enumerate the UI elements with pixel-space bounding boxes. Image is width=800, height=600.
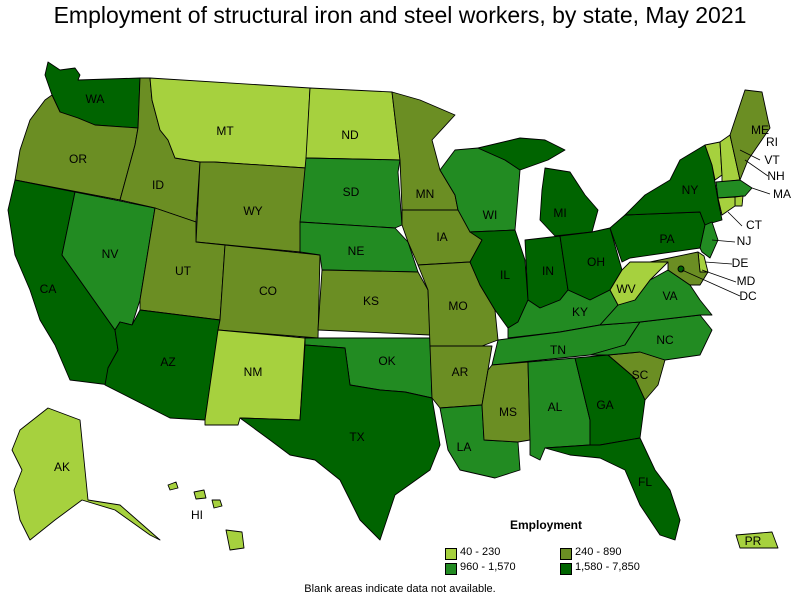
state-tx[interactable] bbox=[239, 344, 441, 541]
label-leader-lines bbox=[681, 149, 771, 297]
state-label-ma: MA bbox=[773, 187, 791, 201]
state-label-hi: HI bbox=[191, 508, 203, 522]
state-vt[interactable] bbox=[704, 141, 723, 181]
state-ri[interactable] bbox=[734, 195, 744, 207]
state-label-ga: GA bbox=[596, 398, 613, 412]
legend-swatch-1 bbox=[445, 548, 457, 560]
state-label-tx: TX bbox=[349, 430, 364, 444]
state-label-ky: KY bbox=[572, 305, 588, 319]
legend-label-4: 1,580 - 7,850 bbox=[575, 561, 640, 573]
state-label-wy: WY bbox=[243, 204, 262, 218]
state-label-nh: NH bbox=[767, 169, 784, 183]
state-nd[interactable] bbox=[305, 87, 401, 161]
state-label-ri: RI bbox=[766, 135, 778, 149]
state-label-nj: NJ bbox=[737, 234, 752, 248]
state-dc[interactable] bbox=[677, 265, 685, 273]
state-ma[interactable] bbox=[715, 179, 753, 199]
legend-title: Employment bbox=[510, 518, 583, 532]
legend-label-2: 240 - 890 bbox=[575, 546, 622, 558]
state-label-ct: CT bbox=[746, 218, 763, 232]
state-label-sc: SC bbox=[632, 368, 649, 382]
state-me[interactable] bbox=[729, 89, 771, 181]
state-label-vt: VT bbox=[764, 153, 780, 167]
legend-label-3: 960 - 1,570 bbox=[460, 561, 516, 573]
state-co[interactable] bbox=[217, 244, 321, 339]
state-ny[interactable] bbox=[624, 144, 723, 226]
state-label-oh: OH bbox=[587, 255, 605, 269]
state-label-ne: NE bbox=[348, 244, 365, 258]
legend-swatch-2 bbox=[560, 548, 572, 560]
state-mt[interactable] bbox=[149, 77, 311, 169]
state-label-wi: WI bbox=[483, 208, 498, 222]
state-label-mo: MO bbox=[448, 299, 467, 313]
state-label-mn: MN bbox=[416, 187, 435, 201]
state-label-nd: ND bbox=[341, 128, 359, 142]
legend-label-1: 40 - 230 bbox=[460, 546, 501, 558]
state-label-ut: UT bbox=[175, 264, 192, 278]
state-label-al: AL bbox=[548, 400, 563, 414]
state-label-in: IN bbox=[542, 264, 554, 278]
state-ct[interactable] bbox=[717, 196, 736, 216]
state-label-va: VA bbox=[662, 289, 677, 303]
state-nj[interactable] bbox=[699, 221, 719, 259]
footnote: Blank areas indicate data not available. bbox=[304, 583, 496, 595]
state-label-co: CO bbox=[259, 284, 277, 298]
state-label-mt: MT bbox=[216, 124, 234, 138]
state-label-mi: MI bbox=[553, 206, 566, 220]
state-pr[interactable] bbox=[735, 531, 779, 549]
state-label-wv: WV bbox=[616, 282, 635, 296]
state-label-nm: NM bbox=[244, 365, 263, 379]
state-label-fl: FL bbox=[638, 475, 652, 489]
state-label-id: ID bbox=[152, 178, 164, 192]
state-label-ak: AK bbox=[54, 460, 70, 474]
state-label-wa: WA bbox=[86, 92, 105, 106]
state-label-ca: CA bbox=[40, 282, 57, 296]
state-ak[interactable] bbox=[11, 407, 161, 541]
state-ms[interactable] bbox=[481, 361, 531, 443]
state-label-md: MD bbox=[737, 274, 756, 288]
state-label-az: AZ bbox=[160, 355, 175, 369]
state-label-pr: PR bbox=[745, 534, 762, 548]
state-label-nc: NC bbox=[656, 333, 674, 347]
state-label-de: DE bbox=[732, 256, 749, 270]
state-label-me: ME bbox=[751, 123, 769, 137]
state-label-ms: MS bbox=[499, 405, 517, 419]
state-label-ia: IA bbox=[436, 230, 447, 244]
state-label-il: IL bbox=[500, 268, 510, 282]
state-label-la: LA bbox=[457, 440, 472, 454]
state-label-pa: PA bbox=[659, 232, 674, 246]
state-label-ar: AR bbox=[452, 365, 469, 379]
state-label-tn: TN bbox=[550, 343, 566, 357]
state-label-ny: NY bbox=[682, 183, 699, 197]
legend-swatch-4 bbox=[560, 563, 572, 575]
state-hi[interactable] bbox=[167, 481, 245, 551]
legend-swatch-3 bbox=[445, 563, 457, 575]
state-label-dc: DC bbox=[739, 289, 757, 303]
state-label-or: OR bbox=[69, 152, 87, 166]
state-fl[interactable] bbox=[544, 437, 681, 541]
map-title: Employment of structural iron and steel … bbox=[53, 2, 747, 28]
state-label-sd: SD bbox=[343, 185, 360, 199]
state-label-ks: KS bbox=[363, 294, 379, 308]
state-label-nv: NV bbox=[102, 247, 119, 261]
state-label-ok: OK bbox=[378, 354, 395, 368]
